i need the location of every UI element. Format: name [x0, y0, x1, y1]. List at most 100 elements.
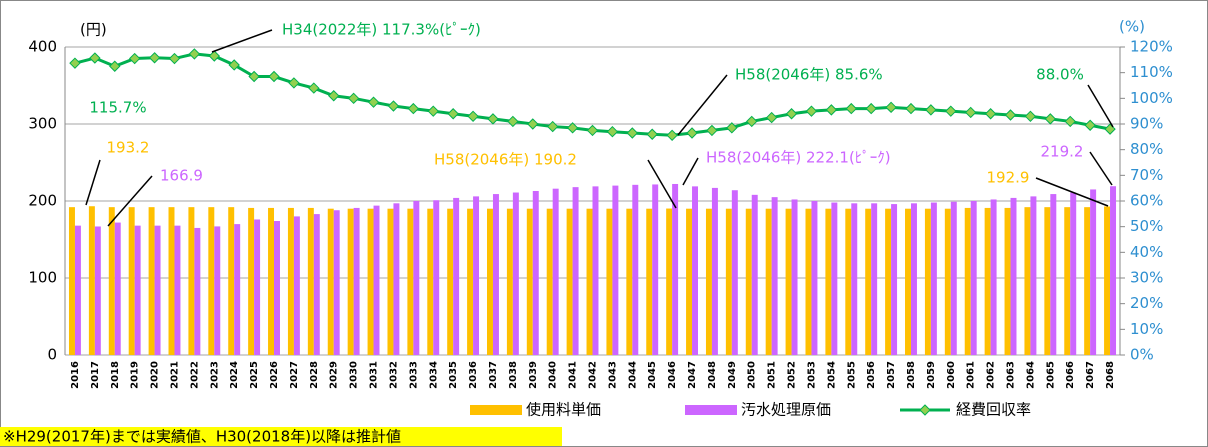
line-marker — [586, 124, 599, 137]
bar — [1010, 197, 1017, 355]
line-marker — [487, 113, 499, 125]
bar — [94, 226, 101, 355]
bar — [168, 207, 175, 355]
bar — [885, 208, 892, 355]
x-tick-label: 2067 — [1085, 361, 1096, 389]
line-marker — [109, 60, 121, 72]
bar — [512, 192, 519, 355]
note-background — [0, 427, 562, 446]
bar — [234, 224, 241, 355]
bar — [751, 194, 758, 355]
bar — [1104, 206, 1111, 355]
y-tick-label: 300 — [28, 115, 57, 133]
bar — [154, 225, 161, 355]
bar — [711, 187, 718, 355]
line-marker — [148, 52, 161, 64]
bar — [74, 225, 81, 355]
annotation-background — [278, 19, 493, 41]
x-tick-label: 2036 — [468, 361, 479, 389]
bar — [148, 207, 155, 355]
bar — [652, 184, 659, 355]
line-marker — [128, 52, 141, 65]
x-tick-label: 2033 — [408, 361, 419, 389]
bar — [984, 207, 991, 355]
y2-tick-label: 10% — [1130, 320, 1163, 338]
x-tick-label: 2019 — [130, 361, 141, 389]
bar — [128, 207, 135, 355]
annotation-background — [731, 64, 883, 86]
annotation-background — [1033, 64, 1087, 86]
x-tick-label: 2023 — [209, 361, 220, 389]
bar — [1084, 207, 1091, 355]
x-tick-label: 2017 — [90, 361, 101, 389]
bar — [1110, 186, 1117, 355]
bar — [851, 203, 858, 355]
x-tick-label: 2063 — [1006, 361, 1017, 389]
line-marker — [89, 52, 101, 64]
annotation: 219.2 — [1041, 143, 1084, 161]
x-tick-label: 2048 — [707, 361, 718, 389]
annotation-background — [87, 97, 149, 119]
line-marker — [1044, 113, 1057, 125]
bar — [208, 207, 215, 355]
annotation: 192.9 — [987, 169, 1030, 187]
bar — [254, 219, 261, 355]
x-tick-label: 2021 — [169, 361, 180, 389]
bar — [592, 186, 599, 355]
bar — [666, 208, 673, 355]
line-marker — [507, 115, 519, 128]
line-marker — [546, 120, 559, 133]
x-tick-label: 2060 — [946, 361, 957, 389]
annotation: H34(2022年) 117.3%(ﾋﾟｰｸ) — [282, 21, 481, 39]
x-tick-label: 2050 — [747, 361, 758, 389]
bar — [1090, 189, 1097, 355]
bar — [745, 208, 752, 355]
line-marker — [666, 129, 678, 142]
bar — [891, 204, 898, 355]
line-marker — [1064, 115, 1076, 128]
bar — [333, 210, 340, 355]
annotation-leader — [682, 157, 699, 186]
bar — [811, 201, 818, 355]
bar — [307, 207, 314, 355]
bar — [865, 208, 872, 355]
y2-tick-label: 20% — [1130, 294, 1163, 312]
line-marker — [626, 127, 639, 139]
bar — [506, 208, 513, 355]
bar — [453, 197, 460, 355]
bar — [88, 206, 95, 355]
x-tick-label: 2043 — [607, 361, 618, 389]
bar — [672, 183, 679, 355]
bar — [293, 216, 300, 355]
bar — [526, 208, 533, 355]
bar — [1044, 207, 1051, 355]
x-tick-label: 2037 — [488, 361, 499, 389]
bar — [765, 208, 772, 355]
annotation-leader — [1089, 151, 1113, 186]
line-marker — [566, 122, 579, 134]
y2-tick-label: 70% — [1130, 166, 1163, 184]
x-tick-label: 2042 — [588, 361, 599, 389]
line-marker — [407, 102, 420, 115]
bar — [910, 203, 917, 355]
bar — [1030, 196, 1037, 355]
x-tick-label: 2020 — [150, 361, 161, 389]
x-tick-label: 2061 — [966, 361, 977, 389]
y2-tick-label: 30% — [1130, 269, 1163, 287]
bar — [725, 208, 732, 355]
y2-tick-label: 110% — [1130, 63, 1173, 81]
line-marker — [69, 57, 81, 69]
annotation-leader — [85, 159, 101, 206]
y-tick-label: 0 — [47, 346, 57, 364]
x-tick-label: 2062 — [986, 361, 997, 389]
line-marker — [308, 82, 320, 94]
x-tick-label: 2035 — [448, 361, 459, 389]
bar — [268, 207, 275, 355]
bar — [546, 208, 553, 355]
bar — [134, 225, 141, 355]
legend-label: 経費回収率 — [956, 401, 1031, 419]
line-marker — [805, 105, 818, 117]
line-marker — [746, 115, 758, 128]
x-tick-label: 2046 — [667, 361, 678, 389]
x-tick-label: 2028 — [309, 361, 320, 389]
